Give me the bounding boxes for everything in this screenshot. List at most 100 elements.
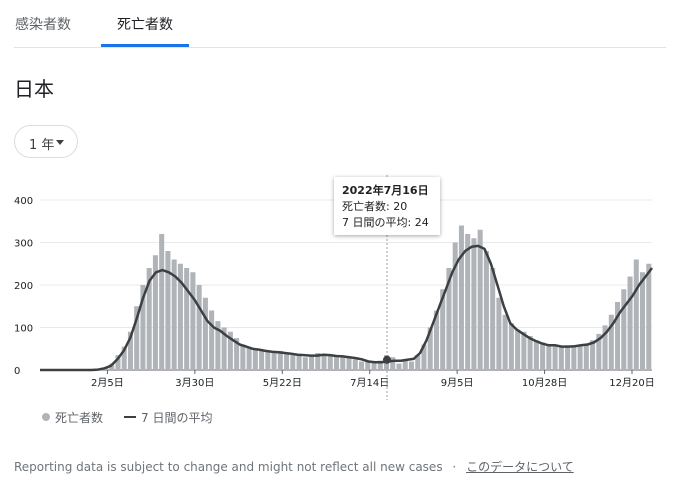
daily-deaths-bar <box>396 363 402 370</box>
daily-deaths-bar <box>390 357 396 370</box>
daily-deaths-bar <box>583 343 589 370</box>
seven-day-average-line <box>40 244 653 372</box>
daily-deaths-bar <box>190 272 196 370</box>
active-tab-indicator <box>101 44 189 47</box>
daily-deaths-bar <box>315 353 321 370</box>
daily-deaths-bar <box>483 251 489 370</box>
daily-deaths-bar <box>558 346 564 370</box>
daily-deaths-bar <box>109 363 115 370</box>
daily-deaths-bar <box>377 360 383 370</box>
daily-deaths-bar <box>309 355 315 370</box>
daily-deaths-bar <box>621 289 627 370</box>
daily-deaths-bar <box>458 225 464 370</box>
daily-deaths-bar <box>265 350 271 370</box>
daily-deaths-bar <box>215 321 221 370</box>
daily-deaths-bar <box>365 361 371 370</box>
daily-deaths-bar <box>296 355 302 370</box>
daily-deaths-bar <box>452 242 458 370</box>
daily-deaths-bar <box>615 302 621 370</box>
daily-deaths-bar <box>121 346 127 370</box>
daily-deaths-bar <box>327 355 333 370</box>
daily-deaths-bar <box>184 268 190 370</box>
caret-down-icon <box>56 140 64 145</box>
hover-point <box>383 355 391 364</box>
line-legend-label: 7 日間の平均 <box>141 411 213 425</box>
daily-deaths-bar <box>146 268 152 370</box>
about-data-link[interactable]: このデータについて <box>466 460 574 474</box>
daily-deaths-bar <box>159 234 165 370</box>
deaths-chart[interactable]: 0 100 200 300 400 2月5日 3月30日 5月22日 7月14日 9月5日 10月2… <box>0 170 685 400</box>
x-tick-label: 9月5日 <box>441 377 474 389</box>
daily-deaths-bar <box>540 342 546 370</box>
daily-deaths-bar <box>496 297 502 370</box>
footer-separator: · <box>452 460 457 474</box>
daily-deaths-bar <box>302 357 308 370</box>
daily-deaths-bar <box>596 333 602 370</box>
daily-deaths-bar <box>490 268 496 370</box>
x-tick-label: 12月20日 <box>609 377 654 389</box>
daily-deaths-bar <box>515 329 521 370</box>
y-tick-label: 200 <box>14 281 33 292</box>
daily-deaths-bar <box>140 285 146 370</box>
daily-deaths-bar <box>334 355 340 370</box>
daily-deaths-bar <box>209 310 215 370</box>
daily-deaths-bar <box>640 272 646 370</box>
x-tick-label: 10月28日 <box>522 377 567 389</box>
region-title: 日本 <box>14 77 54 101</box>
daily-deaths-bar <box>627 276 633 370</box>
daily-deaths-bar <box>171 259 177 370</box>
daily-deaths-bar <box>284 353 290 370</box>
footer-note: Reporting data is subject to change and … <box>14 460 443 474</box>
y-tick-label: 0 <box>14 366 20 377</box>
daily-deaths-bar <box>502 314 508 370</box>
x-tick-label: 5月22日 <box>263 377 302 389</box>
daily-deaths-bar <box>527 336 533 370</box>
daily-deaths-bar <box>440 289 446 370</box>
daily-deaths-bar <box>352 359 358 370</box>
daily-deaths-bar <box>471 238 477 370</box>
daily-deaths-bar <box>234 338 240 370</box>
daily-deaths-bar <box>321 353 327 370</box>
daily-deaths-bar <box>415 355 421 370</box>
chart-tooltip: 2022年7月16日 死亡者数: 20 7 日間の平均: 24 <box>334 177 440 235</box>
daily-deaths-bar <box>546 344 552 370</box>
daily-deaths-bar <box>633 259 639 370</box>
daily-deaths-bar <box>340 356 346 370</box>
daily-deaths-bar <box>446 268 452 370</box>
y-tick-label: 300 <box>14 239 33 250</box>
daily-deaths-bar <box>240 344 246 370</box>
line-legend-swatch <box>124 416 136 418</box>
tab-deaths[interactable]: 死亡者数 <box>117 17 173 33</box>
daily-deaths-bar <box>508 323 514 370</box>
tooltip-date: 2022年7月16日 <box>342 184 429 197</box>
daily-deaths-bar <box>358 361 365 370</box>
y-tick-label: 100 <box>14 324 33 335</box>
daily-deaths-bar <box>608 314 614 370</box>
daily-deaths-bar <box>590 340 596 370</box>
daily-deaths-bar <box>346 357 352 370</box>
range-dropdown[interactable]: 1 年 <box>14 125 78 158</box>
footer: Reporting data is subject to change and … <box>14 458 574 475</box>
bar-legend-swatch <box>42 413 50 421</box>
daily-deaths-bar <box>433 310 439 370</box>
range-dropdown-label: 1 年 <box>29 138 55 153</box>
tab-cases[interactable]: 感染者数 <box>15 17 71 33</box>
daily-deaths-bar <box>290 355 296 370</box>
tab-bar: 感染者数 死亡者数 <box>14 0 666 48</box>
daily-deaths-bar <box>259 350 265 370</box>
daily-deaths-bar <box>134 306 140 370</box>
daily-deaths-bar <box>465 234 471 370</box>
x-tick-label: 3月30日 <box>175 377 214 389</box>
daily-deaths-bar <box>577 344 583 370</box>
daily-deaths-bar <box>227 331 233 370</box>
daily-deaths-bar <box>565 345 571 370</box>
y-tick-label: 400 <box>14 196 33 207</box>
daily-deaths-bar <box>196 285 202 370</box>
tooltip-deaths: 死亡者数: 20 <box>342 200 408 213</box>
daily-deaths-bar <box>408 361 414 370</box>
daily-deaths-bar <box>421 344 427 370</box>
daily-deaths-bar <box>646 263 652 370</box>
daily-deaths-bar <box>402 359 408 370</box>
daily-deaths-bar <box>152 255 158 370</box>
x-tick-label: 7月14日 <box>350 377 389 389</box>
